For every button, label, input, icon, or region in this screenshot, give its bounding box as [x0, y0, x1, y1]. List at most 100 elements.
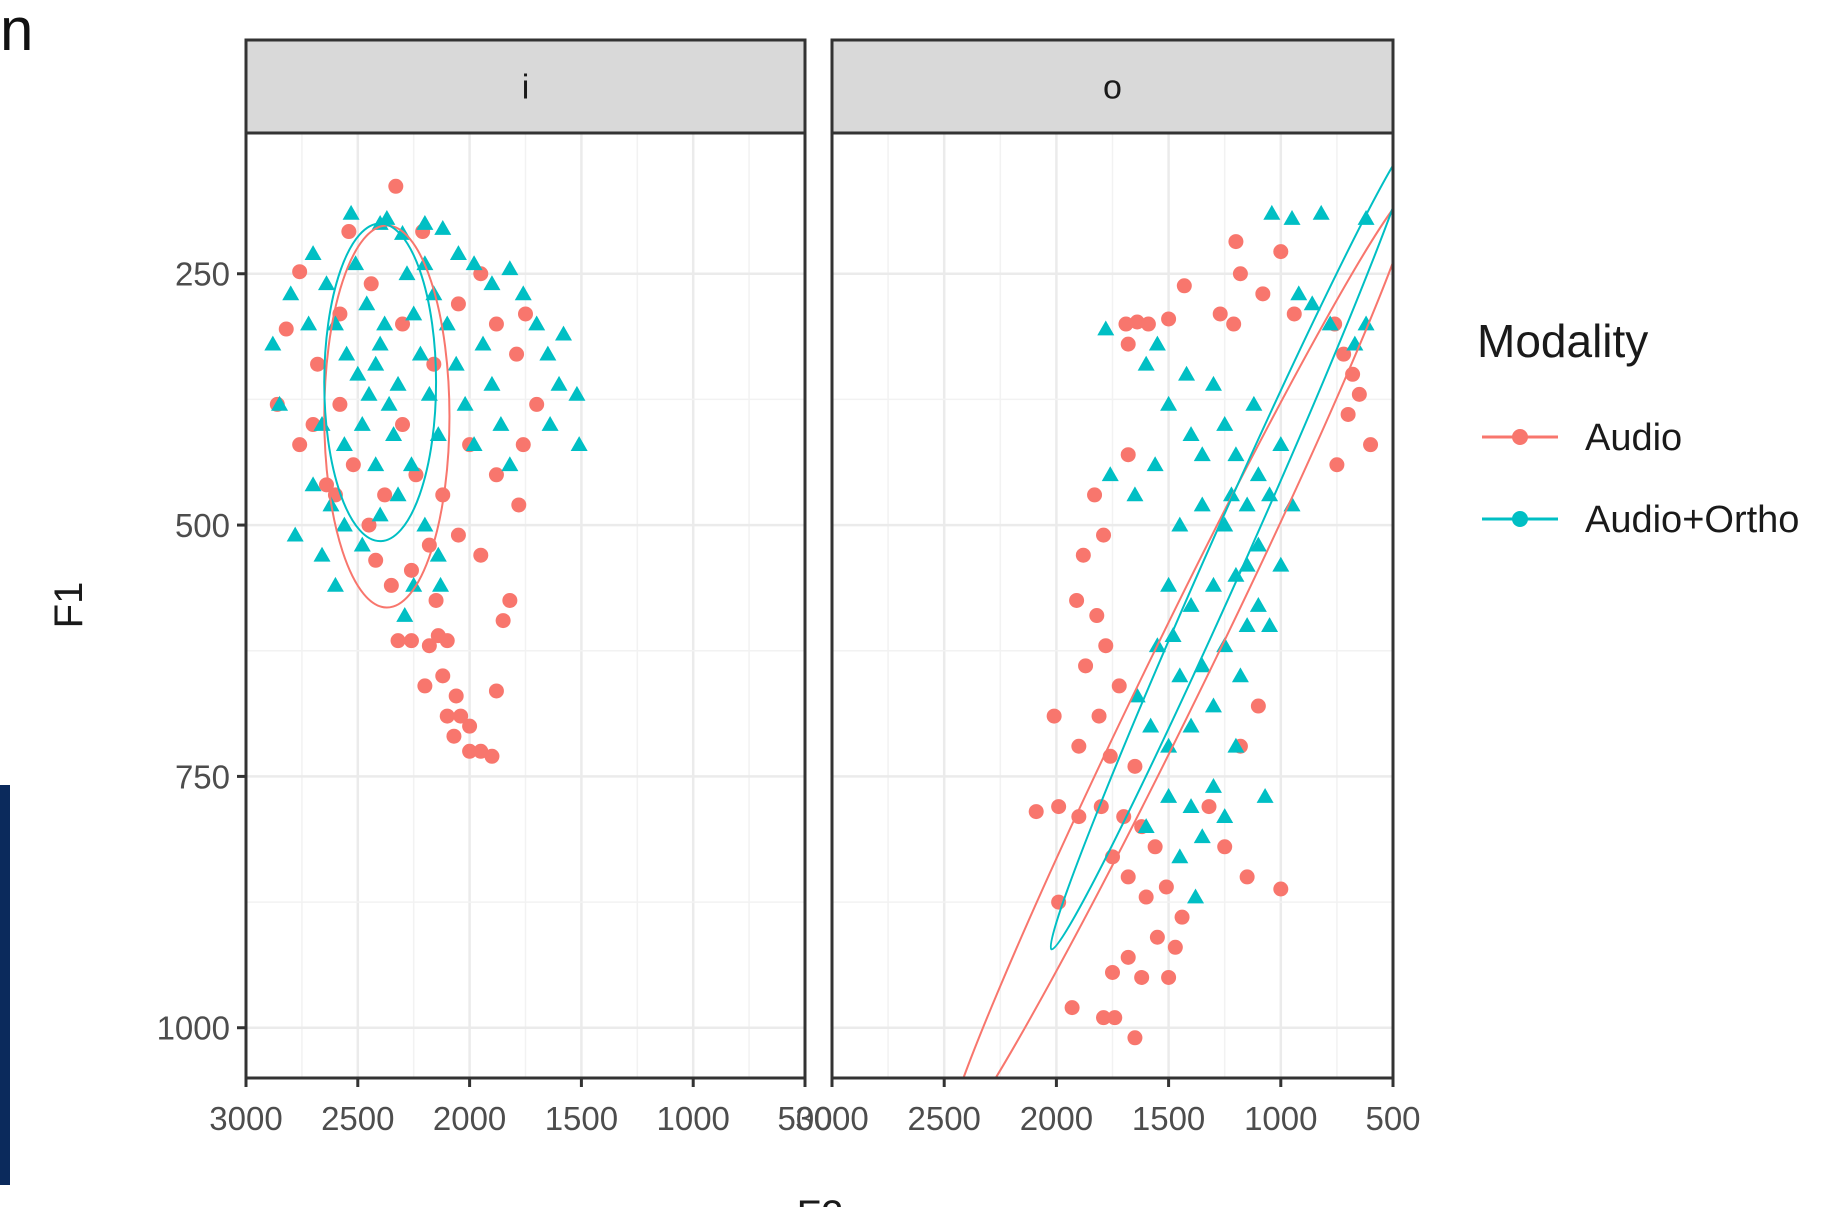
audio-ortho-point — [1261, 617, 1279, 632]
audio-point — [1096, 1010, 1112, 1026]
audio-point — [403, 562, 419, 578]
audio-ortho-point — [1178, 365, 1196, 381]
audio-ortho-point — [317, 275, 335, 291]
audio-point — [439, 633, 455, 649]
x-tick-label: 500 — [1365, 1100, 1420, 1137]
audio-ortho-point — [286, 526, 304, 542]
panel-border — [244, 131, 807, 1080]
y-tick-label: 250 — [175, 256, 230, 293]
series-audio-ortho — [1097, 204, 1375, 904]
audio-point — [1134, 969, 1150, 985]
audio-ortho-point — [396, 607, 414, 622]
audio-point — [368, 552, 384, 568]
audio-point — [1120, 447, 1136, 463]
panel-2: o 3000 2500 2000 1500 1000 500 — [795, 38, 1421, 1137]
audio-point — [1273, 881, 1289, 897]
audio-ortho-point — [342, 204, 360, 220]
x-tick-label: 2000 — [1020, 1100, 1093, 1137]
confidence-ellipse — [323, 222, 438, 543]
audio-ortho-point — [304, 245, 322, 261]
audio-point — [1212, 306, 1228, 322]
facet-label: o — [1103, 69, 1122, 107]
y-axis-title: F1 — [47, 582, 91, 629]
audio-point — [341, 224, 357, 240]
audio-point — [278, 321, 294, 337]
audio-point — [310, 356, 326, 372]
audio-point — [421, 638, 437, 654]
audio-point — [332, 396, 348, 412]
audio-ortho-point — [264, 335, 282, 351]
audio-ortho-point — [1227, 566, 1245, 582]
audio-ortho-point — [1204, 576, 1222, 592]
audio-ortho-point — [313, 546, 331, 562]
audio-point — [428, 592, 444, 608]
audio-point — [1217, 839, 1233, 855]
audio-ortho-point — [1204, 375, 1222, 391]
audio-point — [435, 487, 451, 503]
audio-ortho-point — [1101, 466, 1119, 482]
audio-point — [1118, 316, 1134, 332]
audio-point — [390, 633, 406, 649]
series-audio-ortho — [264, 204, 588, 622]
confidence-ellipse — [945, 190, 1393, 1078]
audio-point — [1329, 457, 1345, 473]
audio-ortho-point — [353, 536, 371, 552]
audio-point — [509, 346, 525, 362]
y-tick-label: 500 — [175, 507, 230, 544]
audio-ortho-point — [1303, 295, 1321, 311]
audio-point — [450, 527, 466, 543]
audio-ortho-point — [1216, 416, 1234, 431]
audio-point — [1340, 406, 1356, 422]
audio-point — [345, 457, 361, 473]
audio-ortho-point — [1245, 395, 1263, 411]
audio-ortho-point — [405, 305, 423, 321]
audio-point — [426, 356, 442, 372]
audio-ortho-point — [1216, 516, 1234, 532]
audio-ortho-point — [271, 395, 289, 411]
audio-ortho-point — [405, 576, 423, 592]
audio-ortho-point — [402, 456, 420, 472]
audio-ortho-point — [483, 375, 501, 391]
x-tick-label: 2000 — [433, 1100, 506, 1137]
audio-ortho-point — [1142, 717, 1160, 733]
audio-ortho-point — [1182, 597, 1200, 612]
x-tick-label: 2500 — [907, 1100, 980, 1137]
audio-point — [1098, 638, 1114, 654]
audio-point — [450, 296, 466, 312]
audio-point — [1078, 658, 1094, 674]
audio-point — [1167, 939, 1183, 955]
audio-ortho-point — [1187, 888, 1205, 904]
audio-ortho-point — [1249, 466, 1267, 482]
audio-point — [1051, 799, 1067, 815]
audio-point — [511, 497, 527, 513]
audio-ortho-point — [385, 426, 403, 441]
audio-point — [1046, 708, 1062, 724]
audio-point — [1161, 969, 1177, 985]
audio-point — [1273, 244, 1289, 260]
audio-ortho-point — [353, 416, 371, 431]
audio-point — [1174, 909, 1190, 925]
audio-ortho-point — [501, 456, 519, 472]
audio-point — [435, 668, 451, 684]
x-tick-label: 500 — [777, 1100, 832, 1137]
audio-ortho-point — [1272, 436, 1290, 452]
audio-point — [448, 688, 464, 704]
audio-point — [1120, 336, 1136, 352]
audio-ortho-point — [1097, 320, 1115, 336]
audio-ortho-point — [371, 506, 389, 522]
audio-ortho-point — [389, 375, 407, 391]
panel-points — [945, 140, 1393, 1078]
audio-ortho-point — [1256, 788, 1274, 803]
series-audio — [1028, 234, 1379, 1046]
audio-ortho-point — [416, 214, 434, 230]
audio-ortho-point — [1272, 556, 1290, 572]
audio-ortho-point — [483, 275, 501, 291]
audio-point — [1120, 869, 1136, 885]
audio-point — [1127, 758, 1143, 774]
x-tick-label: 1500 — [545, 1100, 618, 1137]
legend-label: Audio — [1585, 417, 1682, 459]
audio-point — [1176, 278, 1192, 294]
audio-point — [1064, 1000, 1080, 1016]
audio-ortho-point — [376, 315, 394, 331]
